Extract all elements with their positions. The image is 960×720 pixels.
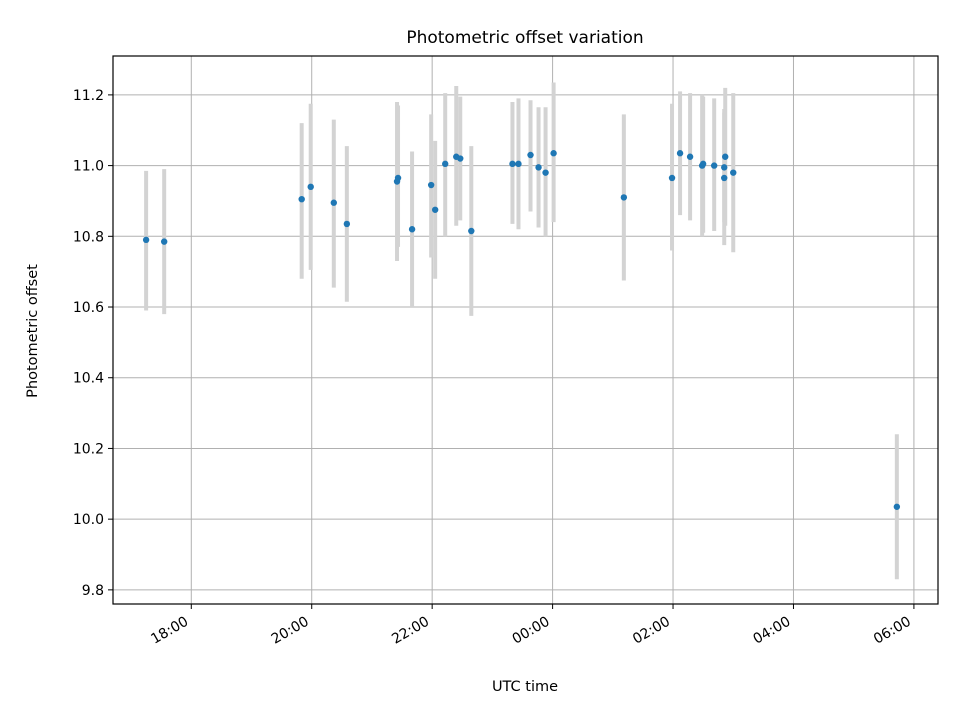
data-point [343, 220, 351, 228]
data-point [686, 153, 694, 160]
y-axis-ticks: 9.8 10.0 10.2 10.4 10.6 10.8 11.0 11.2 [73, 88, 113, 599]
data-point [142, 236, 150, 244]
data-point [676, 150, 684, 157]
data-point [699, 160, 707, 168]
y-tick-label: 10.0 [73, 512, 104, 528]
y-axis-label: Photometric offset [25, 264, 41, 398]
data-point [668, 174, 676, 182]
data-point [710, 162, 718, 169]
y-tick-label: 10.6 [73, 300, 104, 316]
data-point [527, 151, 534, 159]
data-point [442, 160, 449, 168]
y-tick-label: 10.2 [73, 441, 104, 457]
data-point [721, 174, 728, 182]
data-point [550, 150, 557, 157]
data-point [330, 199, 338, 206]
data-point [730, 169, 737, 176]
data-point [298, 195, 305, 203]
data-point [721, 164, 728, 171]
data-point [408, 226, 416, 233]
chart-title: Photometric offset variation [406, 28, 643, 48]
grid [113, 56, 938, 604]
data-point [427, 181, 435, 189]
data-point [307, 183, 314, 191]
y-tick-label: 9.8 [82, 583, 104, 599]
plot-frame [112, 55, 939, 605]
data-point [509, 160, 516, 168]
y-tick-label: 10.4 [73, 371, 104, 387]
data-point [722, 153, 729, 160]
y-tick-label: 11.0 [73, 159, 104, 175]
data-point [457, 155, 464, 162]
data-point [893, 503, 901, 510]
data-point [620, 194, 628, 201]
y-tick-label: 10.8 [73, 229, 104, 245]
data-point [468, 227, 475, 235]
data-point [394, 174, 402, 182]
data-point [542, 169, 549, 176]
data-point [431, 206, 439, 213]
data-point [535, 164, 542, 171]
data-points [142, 150, 901, 510]
data-point [160, 238, 168, 245]
data-point [515, 160, 522, 168]
y-tick-label: 11.2 [73, 88, 104, 104]
x-axis-label: UTC time [492, 679, 558, 695]
